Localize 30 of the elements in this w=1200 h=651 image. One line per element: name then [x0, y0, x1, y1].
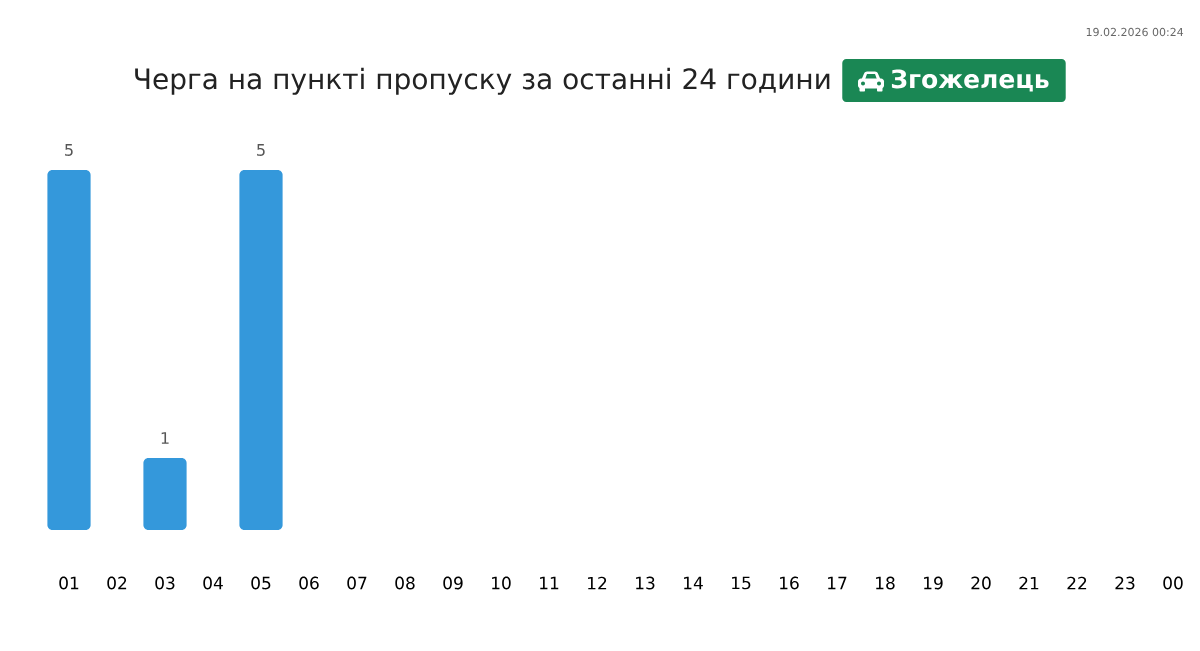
x-tick-label: 14 — [684, 576, 703, 590]
data-label: 5 — [257, 144, 265, 156]
x-tick-label: 17 — [828, 576, 847, 590]
x-tick-label: 20 — [971, 576, 991, 590]
data-label: 1 — [161, 432, 169, 444]
x-tick-label: 04 — [203, 576, 223, 590]
x-tick-label: 16 — [780, 576, 799, 590]
x-tick-label: 08 — [395, 576, 415, 590]
x-tick-label: 18 — [876, 576, 895, 590]
x-tick-label: 21 — [1019, 576, 1039, 590]
x-tick-label: 13 — [636, 576, 655, 590]
x-tick-label: 12 — [588, 576, 607, 590]
x-tick-label: 09 — [443, 576, 463, 590]
x-tick-label: 19 — [924, 576, 943, 590]
chart-title: Черга на пункті пропуску за останні 24 години — [135, 67, 830, 95]
x-tick-label: 03 — [155, 576, 175, 590]
x-tick-label: 15 — [732, 576, 751, 590]
x-tick-label: 05 — [251, 576, 271, 590]
x-tick-label: 11 — [540, 576, 559, 590]
data-label: 5 — [65, 144, 73, 156]
x-tick-label: 10 — [492, 576, 511, 590]
x-tick-label: 01 — [59, 576, 79, 590]
chart-subtitle: Згожелець — [891, 69, 1049, 92]
x-tick-label: 23 — [1115, 576, 1135, 590]
x-tick-label: 22 — [1067, 576, 1087, 590]
x-tick-label: 06 — [299, 576, 319, 590]
x-tick-label: 02 — [107, 576, 127, 590]
text: 19.02.2026 00:24 — [1086, 27, 1184, 37]
x-tick-label: 07 — [347, 576, 367, 590]
x-tick-label: 00 — [1163, 576, 1183, 590]
